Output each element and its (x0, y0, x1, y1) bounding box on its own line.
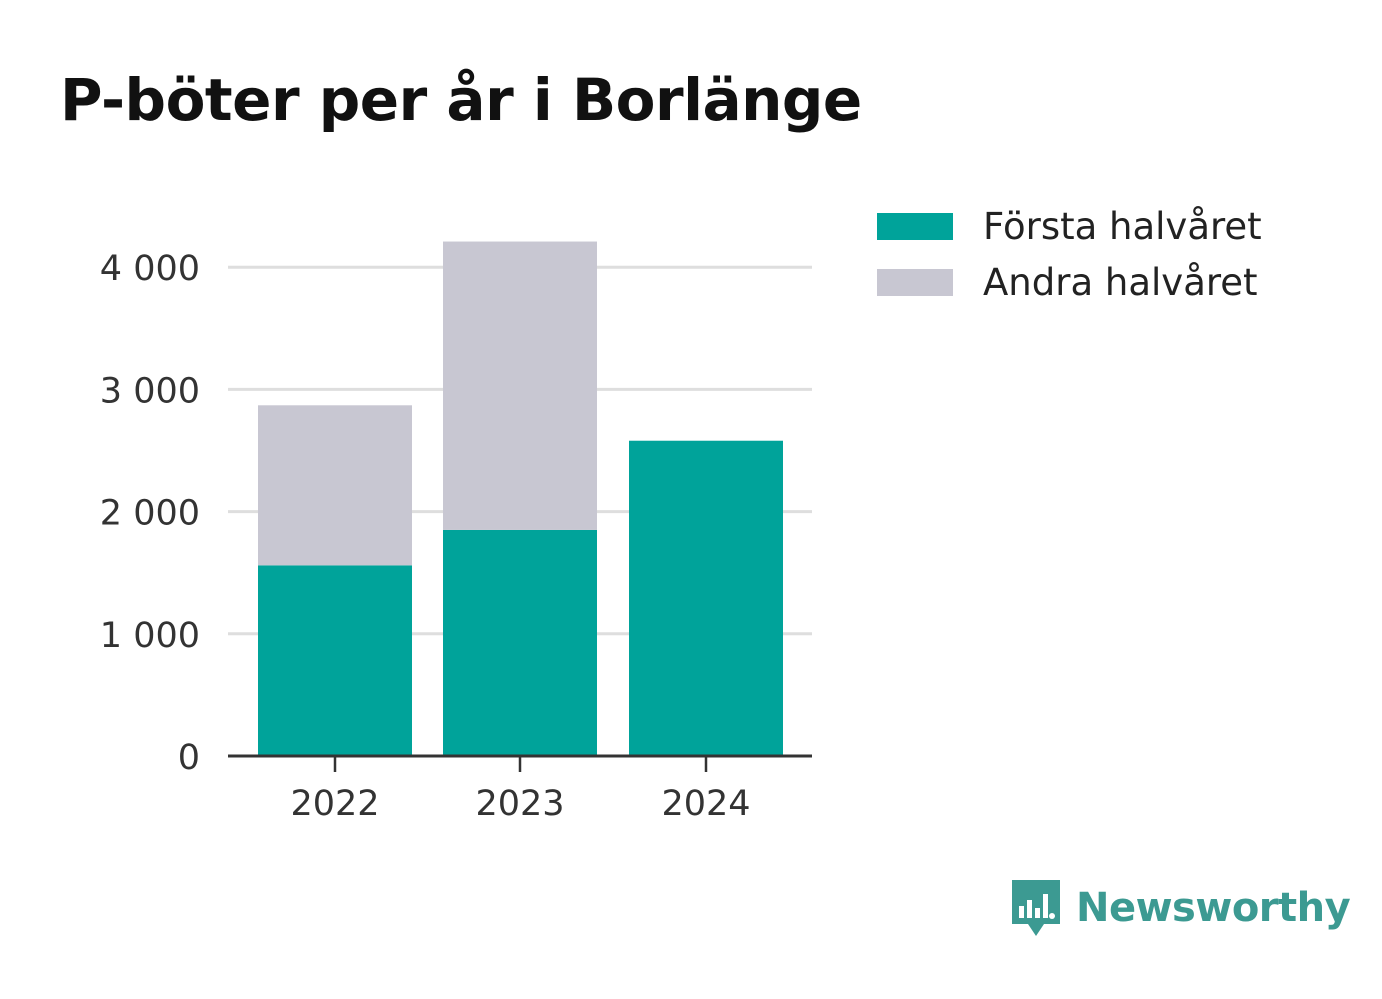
bar-2023-andra (443, 241, 597, 530)
legend-item-forsta: Första halvåret (877, 198, 1262, 254)
y-tick-label: 2 000 (100, 494, 200, 534)
y-tick-label: 3 000 (100, 371, 200, 411)
legend-label-andra: Andra halvåret (983, 260, 1258, 304)
bar-2022-forsta (258, 565, 412, 756)
legend-swatch-andra (877, 268, 953, 296)
legend: Första halvåret Andra halvåret (877, 198, 1262, 310)
brand-logo: Newsworthy (1010, 878, 1351, 938)
bar-chart-speech-bubble-icon (1012, 880, 1060, 936)
x-tick-label: 2022 (290, 784, 379, 824)
y-tick-label: 0 (178, 738, 200, 778)
bar-2022-andra (258, 405, 412, 566)
x-tick-label: 2023 (475, 784, 564, 824)
bars (258, 241, 783, 756)
bar-2023-forsta (443, 529, 597, 756)
y-tick-label: 1 000 (100, 616, 200, 656)
x-tick-label: 2024 (661, 784, 750, 824)
legend-swatch-forsta (877, 212, 953, 240)
bar-2024-forsta (629, 440, 783, 756)
y-tick-label: 4 000 (100, 249, 200, 289)
legend-label-forsta: Första halvåret (983, 204, 1262, 248)
chart-title: P-böter per år i Borlänge (60, 66, 862, 134)
brand-name: Newsworthy (1076, 885, 1351, 931)
legend-item-andra: Andra halvåret (877, 254, 1262, 310)
axes: 0 1 000 2 000 3 000 4 000 2022 2023 2024 (100, 249, 812, 824)
